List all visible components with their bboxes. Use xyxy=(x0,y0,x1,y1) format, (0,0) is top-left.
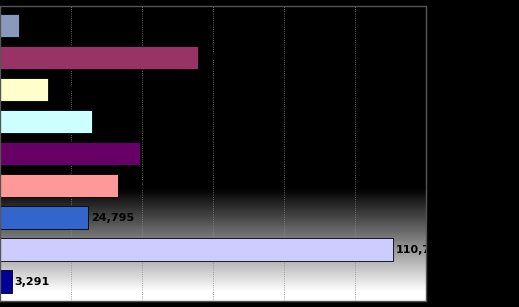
Text: 25,987: 25,987 xyxy=(95,116,138,126)
Bar xyxy=(0,110,92,133)
Bar xyxy=(0,238,393,261)
Bar xyxy=(0,270,11,293)
Bar xyxy=(0,46,198,69)
Text: 5,351: 5,351 xyxy=(22,20,57,30)
Bar xyxy=(0,206,88,229)
Bar xyxy=(0,174,118,197)
Bar xyxy=(0,142,140,165)
Text: 110,758: 110,758 xyxy=(395,245,446,255)
Text: 39,386: 39,386 xyxy=(143,149,185,158)
Text: 55,919: 55,919 xyxy=(201,52,244,62)
Bar xyxy=(0,14,19,37)
Text: 24,795: 24,795 xyxy=(91,212,134,223)
Text: 33,225: 33,225 xyxy=(121,181,163,191)
Text: 3,291: 3,291 xyxy=(15,277,50,287)
Text: 13,400: 13,400 xyxy=(50,84,93,95)
Bar xyxy=(0,78,48,101)
